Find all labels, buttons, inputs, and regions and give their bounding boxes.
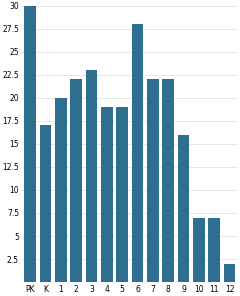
- Bar: [40, 126, 51, 282]
- Bar: [70, 79, 82, 282]
- Bar: [24, 6, 36, 282]
- Bar: [86, 70, 97, 282]
- Bar: [193, 218, 204, 282]
- Bar: [132, 24, 143, 282]
- Bar: [55, 98, 66, 282]
- Bar: [178, 135, 189, 282]
- Bar: [116, 107, 128, 282]
- Bar: [162, 79, 174, 282]
- Bar: [224, 264, 235, 282]
- Bar: [147, 79, 159, 282]
- Bar: [208, 218, 220, 282]
- Bar: [101, 107, 113, 282]
